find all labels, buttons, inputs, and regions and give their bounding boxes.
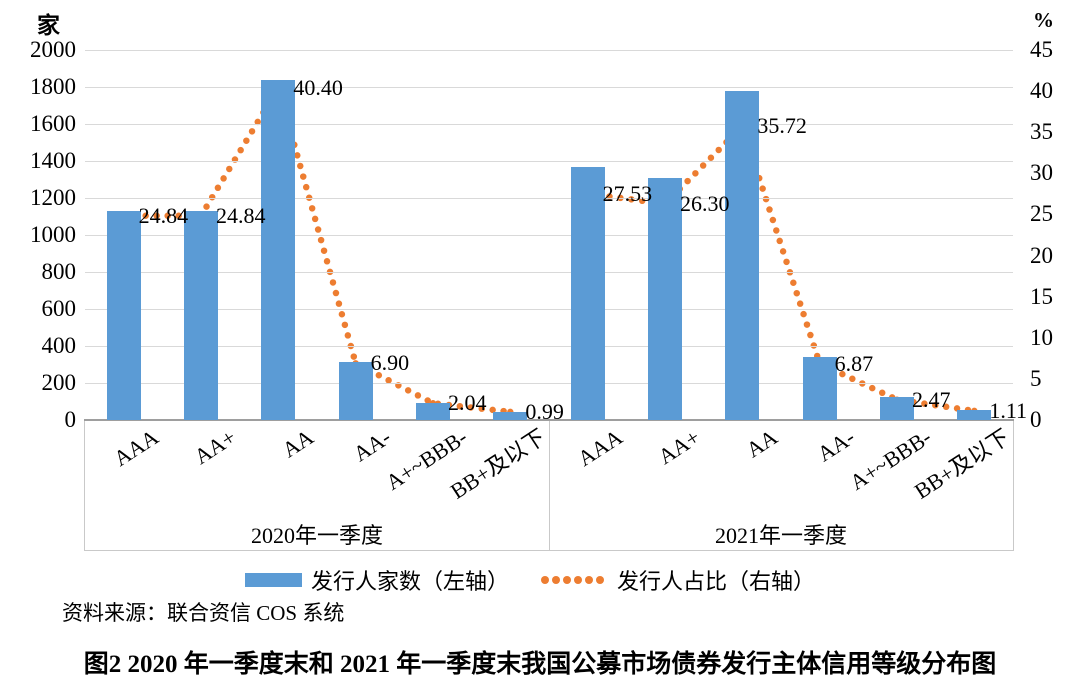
right-axis-tick-label: 45	[1030, 37, 1053, 62]
left-axis-tick-label: 2000	[30, 37, 76, 62]
left-axis-tick-label: 200	[41, 370, 77, 395]
data-label: 0.99	[525, 398, 564, 424]
data-label: 40.40	[293, 74, 343, 100]
legend-dotted-line-swatch	[541, 576, 607, 584]
left-axis-tick-label: 800	[41, 259, 77, 284]
group-label: 2021年一季度	[714, 523, 847, 548]
data-label: 27.53	[602, 180, 653, 206]
legend-line-label: 发行人占比（右轴）	[617, 569, 816, 594]
dotted-line	[584, 120, 978, 415]
legend-bar-label: 发行人家数（左轴）	[311, 569, 510, 594]
data-label: 26.30	[680, 190, 730, 216]
left-axis-tick-label: 1800	[30, 74, 76, 99]
grid-line	[85, 271, 1013, 273]
grid-line	[85, 197, 1013, 199]
bar	[570, 166, 605, 420]
legend: 发行人家数（左轴） 发行人占比（右轴）	[245, 564, 815, 596]
left-axis-tick-label: 600	[41, 296, 77, 321]
data-label: 24.84	[138, 202, 189, 228]
right-axis-tick-label: 35	[1030, 119, 1053, 145]
left-axis-unit: 家	[37, 13, 60, 38]
right-axis-tick-label: 25	[1030, 201, 1053, 227]
bar	[416, 402, 450, 420]
source-note: 资料来源：联合资信 COS 系统	[62, 601, 345, 625]
grid-line	[85, 49, 1013, 51]
right-axis-tick-label: 5	[1030, 365, 1042, 391]
grid-line	[85, 234, 1013, 236]
data-label: 35.72	[757, 113, 807, 139]
figure-caption: 图2 2020 年一季度末和 2021 年一季度末我国公募市场债券发行主体信用等…	[83, 651, 997, 678]
bar	[338, 361, 373, 420]
left-axis-tick-label: 0	[64, 407, 77, 432]
left-axis-tick-label: 1400	[30, 148, 76, 173]
left-axis-tick-label: 1600	[30, 111, 76, 136]
data-label: 1.11	[989, 397, 1028, 423]
grid-line	[85, 382, 1013, 384]
bar	[493, 411, 528, 420]
left-axis-tick-label: 1000	[30, 222, 76, 247]
grid-line	[85, 308, 1013, 310]
bar	[880, 397, 914, 420]
bar	[648, 177, 682, 420]
bar	[802, 356, 837, 420]
right-axis-tick-label: 20	[1030, 242, 1053, 268]
bar	[106, 210, 141, 420]
grid-line	[85, 123, 1013, 125]
category-axis-box	[84, 420, 1014, 551]
group-label: 2020年一季度	[250, 523, 383, 548]
right-axis-unit: %	[1033, 8, 1054, 32]
left-axis-tick-label: 1200	[30, 185, 76, 210]
left-axis-tick-label: 400	[41, 333, 77, 358]
bar	[184, 210, 218, 420]
right-axis-tick-label: 40	[1030, 78, 1053, 104]
right-axis-tick-label: 15	[1030, 283, 1053, 309]
data-label: 2.04	[448, 390, 487, 416]
data-label: 2.47	[912, 386, 951, 412]
data-label: 24.84	[216, 202, 266, 228]
bar	[725, 91, 760, 420]
dotted-line	[120, 79, 514, 416]
x-axis-line	[84, 419, 1014, 421]
bar	[957, 409, 992, 420]
right-axis-tick-label: 30	[1030, 160, 1053, 186]
right-axis-tick-label: 10	[1030, 324, 1053, 350]
bar	[261, 79, 296, 420]
legend-bar-swatch	[245, 573, 302, 587]
data-label: 6.90	[370, 350, 410, 376]
grid-line	[85, 160, 1013, 162]
grid-line	[85, 345, 1013, 347]
group-divider	[548, 420, 550, 550]
grid-line	[85, 86, 1013, 88]
right-axis-tick-label: 0	[1030, 407, 1042, 432]
data-label: 6.87	[834, 350, 874, 376]
